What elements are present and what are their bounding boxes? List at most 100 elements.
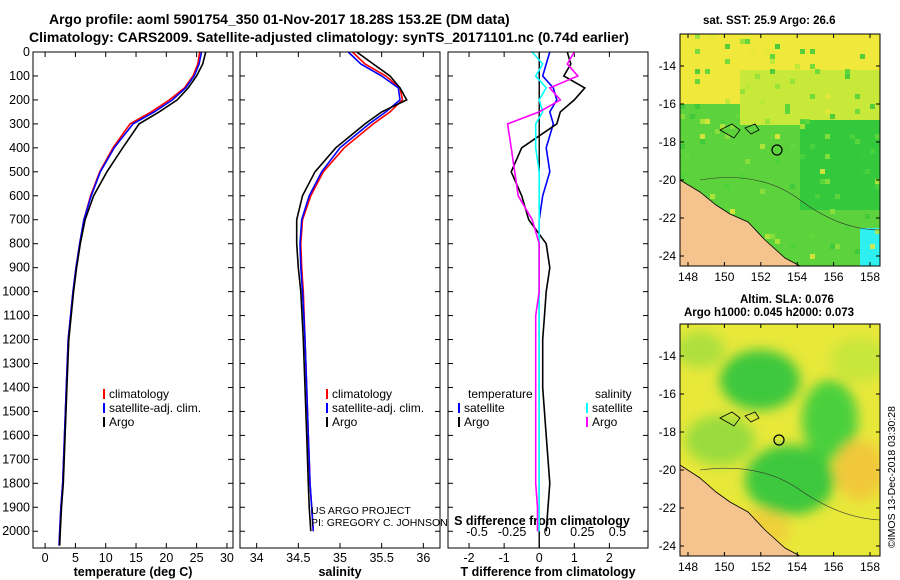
sst-pixel bbox=[725, 184, 730, 189]
map-y-tick-label: -24 bbox=[659, 249, 677, 263]
series-salinity-satellite bbox=[531, 51, 548, 532]
legend-label: satellite bbox=[464, 401, 505, 415]
x2-tick-label: 0.25 bbox=[570, 525, 594, 539]
map-y-tick-label: -22 bbox=[659, 501, 677, 515]
sst-pixel bbox=[705, 69, 710, 74]
sst-pixel bbox=[810, 64, 815, 69]
sst-pixel bbox=[830, 244, 835, 249]
y-tick-label: 800 bbox=[9, 237, 30, 251]
x2-tick-label: -0.5 bbox=[466, 525, 488, 539]
sst-pixel bbox=[775, 134, 780, 139]
sst-pixel bbox=[745, 84, 750, 89]
sst-pixel bbox=[735, 114, 740, 119]
sst-pixel bbox=[770, 134, 775, 139]
sst-land-australia bbox=[680, 179, 801, 266]
legend-label: satellite bbox=[592, 401, 633, 415]
difference-panel: -2 -1 0 1 2 -0.5 -0.25 0 0.25 0.5S difference fro… bbox=[447, 51, 649, 579]
sst-pixel bbox=[700, 134, 705, 139]
series-climatology bbox=[299, 51, 404, 532]
sst-pixel bbox=[700, 139, 705, 144]
sst-reef-outline bbox=[719, 123, 760, 139]
sst-pixel bbox=[740, 89, 745, 94]
map-y-tick-label: -24 bbox=[659, 539, 677, 553]
sst-pixel bbox=[680, 174, 685, 179]
sst-pixel bbox=[710, 34, 715, 39]
y-tick-label: 1900 bbox=[2, 500, 30, 514]
x-tick-label: 5 bbox=[72, 551, 79, 565]
x-tick-label: 0 bbox=[42, 551, 49, 565]
map-x-tick-label: 156 bbox=[824, 560, 844, 574]
legend-label: climatology bbox=[109, 387, 169, 401]
sla-map bbox=[680, 324, 880, 556]
sst-pixel bbox=[850, 134, 855, 139]
legend-label: Argo bbox=[592, 415, 618, 429]
sst-pixel bbox=[770, 54, 775, 59]
sst-pixel bbox=[750, 49, 755, 54]
legend-title-salinity: salinity bbox=[595, 387, 632, 401]
series-temperature-argo bbox=[510, 51, 587, 532]
sst-pixel bbox=[870, 149, 875, 154]
sst-pixel bbox=[695, 34, 700, 39]
sla-land-australia bbox=[680, 464, 801, 556]
sst-pixel bbox=[770, 59, 775, 64]
sst-pixel bbox=[860, 154, 865, 159]
sst-pixel bbox=[800, 124, 805, 129]
y-tick-label: 1100 bbox=[3, 309, 30, 323]
sst-pixel bbox=[740, 174, 745, 179]
map-x-tick-label: 152 bbox=[751, 560, 771, 574]
x-tick-label: 0 bbox=[536, 551, 543, 565]
sst-pixel bbox=[810, 49, 815, 54]
series-satellite-adj-clim- bbox=[299, 51, 401, 532]
sst-pixel bbox=[725, 44, 730, 49]
sst-pixel bbox=[745, 159, 750, 164]
sst-pixel bbox=[825, 109, 830, 114]
sst-pixel bbox=[810, 234, 815, 239]
sst-pixel bbox=[765, 54, 770, 59]
sst-pixel bbox=[855, 139, 860, 144]
sst-pixel bbox=[755, 74, 760, 79]
y-tick-label: 300 bbox=[9, 117, 30, 131]
sst-pixel bbox=[795, 64, 800, 69]
sst-pixel bbox=[775, 84, 780, 89]
sst-pixel bbox=[845, 224, 850, 229]
sst-pixel bbox=[720, 124, 725, 129]
sst-pixel bbox=[790, 184, 795, 189]
y-tick-label: 600 bbox=[9, 189, 30, 203]
sst-pixel bbox=[800, 49, 805, 54]
sst-pixel bbox=[875, 184, 880, 189]
x2-tick-label: -0.25 bbox=[498, 525, 527, 539]
y-tick-label: 1300 bbox=[2, 356, 30, 370]
y-tick-label: 1400 bbox=[2, 380, 30, 394]
sst-pixel bbox=[815, 194, 820, 199]
sst-pixel bbox=[860, 169, 865, 174]
x-tick-label: 2 bbox=[606, 551, 613, 565]
x2-tick-label: 0 bbox=[544, 525, 551, 539]
sst-pixel bbox=[855, 249, 860, 254]
sst-pixel bbox=[775, 159, 780, 164]
map-x-tick-label: 152 bbox=[751, 270, 771, 284]
x-tick-label: -2 bbox=[463, 551, 474, 565]
sst-pixel bbox=[775, 44, 780, 49]
sst-map bbox=[680, 34, 880, 266]
y-tick-label: 200 bbox=[9, 93, 30, 107]
map-y-tick-label: -18 bbox=[659, 135, 677, 149]
plot-frame bbox=[32, 51, 234, 549]
sst-pixel bbox=[725, 204, 730, 209]
sla-map-frame bbox=[679, 323, 881, 557]
sst-pixel bbox=[715, 129, 720, 134]
sst-pixel bbox=[790, 79, 795, 84]
sst-pixel bbox=[865, 214, 870, 219]
sst-pixel bbox=[760, 99, 765, 104]
sst-pixel bbox=[690, 114, 695, 119]
series-satellite-adj-clim- bbox=[58, 51, 203, 546]
temperature-panel: 0100200300400500600700800900100011001200… bbox=[2, 45, 234, 579]
map-y-tick-label: -20 bbox=[659, 173, 677, 187]
legend-label: satellite-adj. clim. bbox=[109, 401, 201, 415]
y-tick-label: 500 bbox=[9, 165, 30, 179]
x-tick-label: 20 bbox=[159, 551, 173, 565]
sst-pixel bbox=[830, 209, 835, 214]
legend-title-temperature: temperature bbox=[468, 387, 533, 401]
map-x-tick-label: 148 bbox=[678, 560, 698, 574]
legend-label: Argo bbox=[109, 415, 135, 429]
sst-pixel bbox=[720, 119, 725, 124]
